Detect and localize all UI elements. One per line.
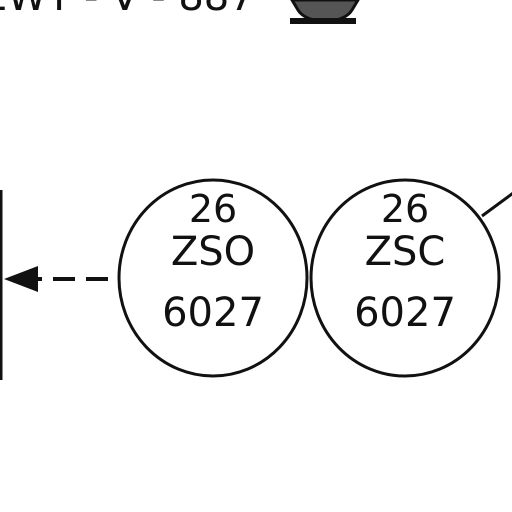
bubble-function-code: ZSO <box>171 229 255 275</box>
bubble-tag-number: 6027 <box>162 290 264 336</box>
instrument-bubble-zsc: 26 ZSC 6027 <box>309 178 501 378</box>
bubble-tag-number: 6027 <box>354 290 456 336</box>
bubble-loop-number: 26 <box>381 187 429 231</box>
arrow-left-icon <box>4 266 38 292</box>
instrument-bubble-zso: 26 ZSO 6027 <box>117 178 309 378</box>
top-cut-label: EWT - V - 887 <box>0 0 255 20</box>
connection-line <box>481 192 512 218</box>
bubble-function-code: ZSC <box>365 229 446 275</box>
bubble-loop-number: 26 <box>189 187 237 231</box>
valve-actuator-icon <box>290 0 360 24</box>
